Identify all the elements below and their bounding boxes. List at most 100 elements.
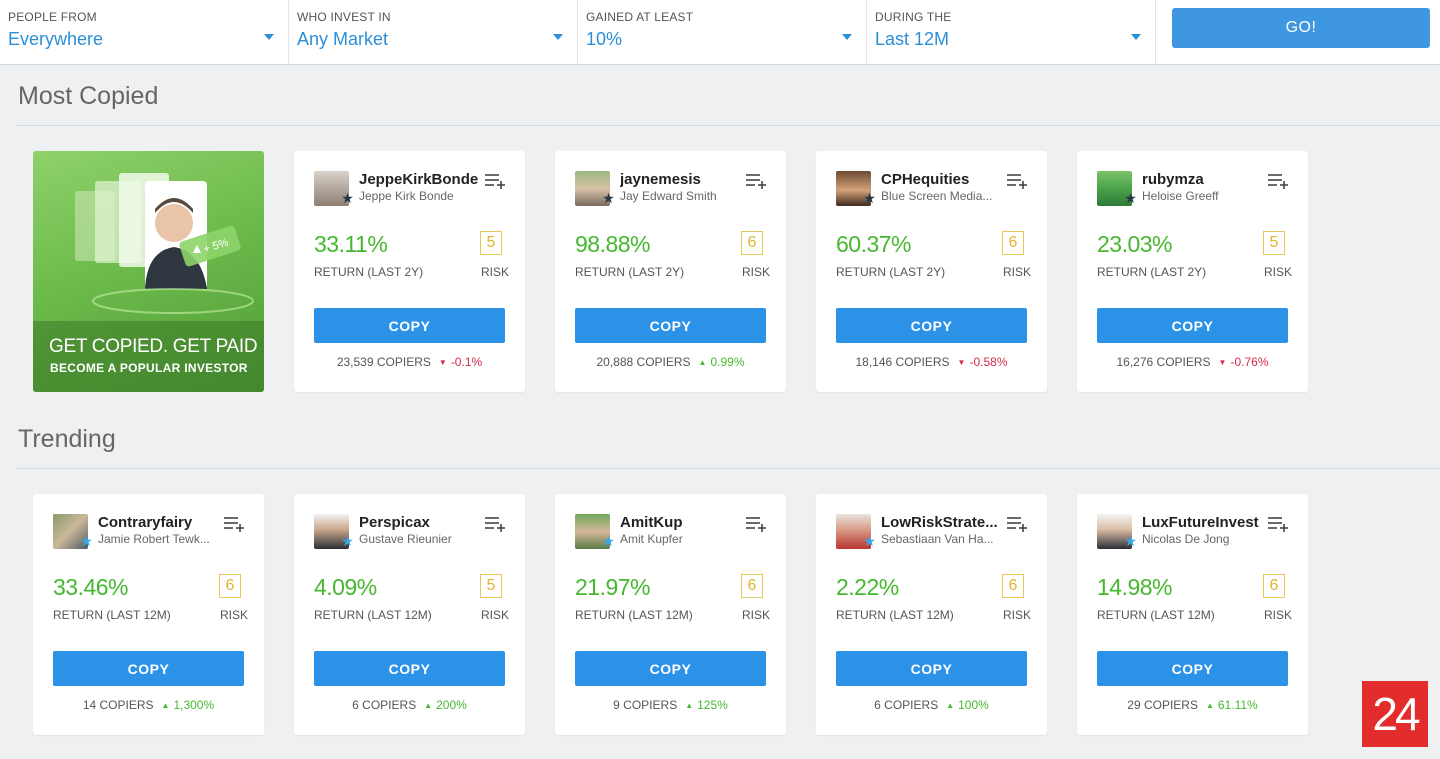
copy-button[interactable]: COPY — [575, 651, 766, 686]
avatar[interactable] — [53, 514, 88, 549]
investor-username[interactable]: JeppeKirkBonde — [359, 171, 479, 188]
return-value: 2.22% — [836, 574, 899, 600]
return-value: 60.37% — [836, 231, 912, 257]
risk-score-badge: 6 — [741, 574, 763, 598]
copy-button[interactable]: COPY — [836, 308, 1027, 343]
risk-label: RISK — [481, 265, 510, 279]
add-to-watchlist-icon[interactable] — [223, 516, 245, 532]
add-to-watchlist-icon[interactable] — [1267, 173, 1289, 189]
copiers-change: 200% — [436, 698, 467, 712]
copy-button[interactable]: COPY — [314, 651, 505, 686]
up-arrow-icon: ▲ — [161, 701, 170, 710]
copiers-info: 23,539 COPIERS ▼ -0.1% — [294, 355, 525, 369]
avatar[interactable] — [836, 514, 871, 549]
investor-username[interactable]: AmitKup — [620, 514, 683, 531]
investor-username[interactable]: LuxFutureInvest — [1142, 514, 1259, 531]
risk-score-badge: 6 — [1002, 574, 1024, 598]
copiers-info: 16,276 COPIERS ▼ -0.76% — [1077, 355, 1308, 369]
chevron-down-icon — [553, 34, 563, 40]
dark-star-icon: ★ — [1124, 190, 1137, 206]
risk-score-badge: 6 — [741, 231, 763, 255]
risk-score-badge: 5 — [1263, 231, 1285, 255]
add-to-watchlist-icon[interactable] — [484, 173, 506, 189]
investor-fullname: Nicolas De Jong — [1142, 532, 1230, 546]
investor-card: ★ AmitKup Amit Kupfer 21.97% RETURN (LAS… — [555, 494, 786, 735]
filter-value: Everywhere — [8, 29, 104, 49]
filter-bar: PEOPLE FROM Everywhere WHO INVEST IN Any… — [0, 0, 1440, 65]
copiers-count: 9 COPIERS — [613, 698, 678, 712]
return-label: RETURN (LAST 2Y) — [314, 265, 424, 279]
down-arrow-icon: ▼ — [438, 358, 447, 367]
copy-button[interactable]: COPY — [53, 651, 244, 686]
avatar[interactable] — [314, 514, 349, 549]
return-label: RETURN (LAST 2Y) — [1097, 265, 1207, 279]
return-value: 98.88% — [575, 231, 651, 257]
down-arrow-icon: ▼ — [1218, 358, 1227, 367]
risk-label: RISK — [1264, 265, 1293, 279]
avatar[interactable] — [1097, 171, 1132, 206]
copiers-count: 18,146 COPIERS — [855, 355, 950, 369]
light-star-icon: ★ — [1124, 533, 1137, 549]
copiers-count: 16,276 COPIERS — [1116, 355, 1211, 369]
copy-button[interactable]: COPY — [1097, 308, 1288, 343]
investor-card: ★ LowRiskStrate... Sebastiaan Van Ha... … — [816, 494, 1047, 735]
risk-label: RISK — [1264, 608, 1293, 622]
return-value: 21.97% — [575, 574, 651, 600]
copiers-info: 20,888 COPIERS ▲ 0.99% — [555, 355, 786, 369]
filter-label: GAINED AT LEAST — [586, 10, 694, 24]
avatar[interactable] — [314, 171, 349, 206]
go-button[interactable]: GO! — [1172, 8, 1430, 48]
add-to-watchlist-icon[interactable] — [1267, 516, 1289, 532]
investor-username[interactable]: jaynemesis — [620, 171, 701, 188]
up-arrow-icon: ▲ — [1205, 701, 1214, 710]
filter-value: Last 12M — [875, 29, 950, 49]
add-to-watchlist-icon[interactable] — [745, 516, 767, 532]
return-label: RETURN (LAST 12M) — [836, 608, 954, 622]
filter-people-from[interactable]: PEOPLE FROM Everywhere — [0, 0, 289, 64]
copiers-change: -0.58% — [969, 355, 1008, 369]
investor-username[interactable]: CPHequities — [881, 171, 970, 188]
add-to-watchlist-icon[interactable] — [484, 516, 506, 532]
investor-card: ★ rubymza Heloise Greeff 23.03% RETURN (… — [1077, 151, 1308, 392]
filter-label: DURING THE — [875, 10, 952, 24]
investor-username[interactable]: Contraryfairy — [98, 514, 193, 531]
copy-button[interactable]: COPY — [314, 308, 505, 343]
copiers-info: 9 COPIERS ▲ 125% — [555, 698, 786, 712]
copiers-change: -0.1% — [450, 355, 483, 369]
filter-who-invest-in[interactable]: WHO INVEST IN Any Market — [289, 0, 578, 64]
investor-card: ★ CPHequities Blue Screen Media... 60.37… — [816, 151, 1047, 392]
copy-button[interactable]: COPY — [1097, 651, 1288, 686]
filter-label: WHO INVEST IN — [297, 10, 391, 24]
avatar[interactable] — [575, 514, 610, 549]
risk-label: RISK — [1003, 608, 1032, 622]
return-label: RETURN (LAST 2Y) — [575, 265, 685, 279]
return-value: 4.09% — [314, 574, 377, 600]
copy-button[interactable]: COPY — [836, 651, 1027, 686]
avatar[interactable] — [1097, 514, 1132, 549]
risk-score-badge: 6 — [1263, 574, 1285, 598]
add-to-watchlist-icon[interactable] — [1006, 173, 1028, 189]
investor-username[interactable]: LowRiskStrate... — [881, 514, 998, 531]
filter-gained-at-least[interactable]: GAINED AT LEAST 10% — [578, 0, 867, 64]
risk-label: RISK — [742, 608, 771, 622]
copiers-count: 6 COPIERS — [352, 698, 417, 712]
avatar[interactable] — [575, 171, 610, 206]
add-to-watchlist-icon[interactable] — [745, 173, 767, 189]
return-label: RETURN (LAST 12M) — [53, 608, 171, 622]
copiers-change: -0.76% — [1230, 355, 1269, 369]
add-to-watchlist-icon[interactable] — [1006, 516, 1028, 532]
filter-during-the[interactable]: DURING THE Last 12M — [867, 0, 1156, 64]
light-star-icon: ★ — [80, 533, 93, 549]
investor-username[interactable]: Perspicax — [359, 514, 430, 531]
investor-username[interactable]: rubymza — [1142, 171, 1204, 188]
risk-label: RISK — [220, 608, 249, 622]
copy-button[interactable]: COPY — [575, 308, 766, 343]
avatar[interactable] — [836, 171, 871, 206]
investor-fullname: Gustave Rieunier — [359, 532, 452, 546]
return-label: RETURN (LAST 2Y) — [836, 265, 946, 279]
investor-fullname: Heloise Greeff — [1142, 189, 1219, 203]
investor-card: ★ JeppeKirkBonde Jeppe Kirk Bonde 33.11%… — [294, 151, 525, 392]
investor-card: ★ jaynemesis Jay Edward Smith 98.88% RET… — [555, 151, 786, 392]
promo-banner[interactable]: + 5% GET COPIED. GET PAID BECOME A POPUL… — [33, 151, 264, 392]
return-value: 23.03% — [1097, 231, 1173, 257]
